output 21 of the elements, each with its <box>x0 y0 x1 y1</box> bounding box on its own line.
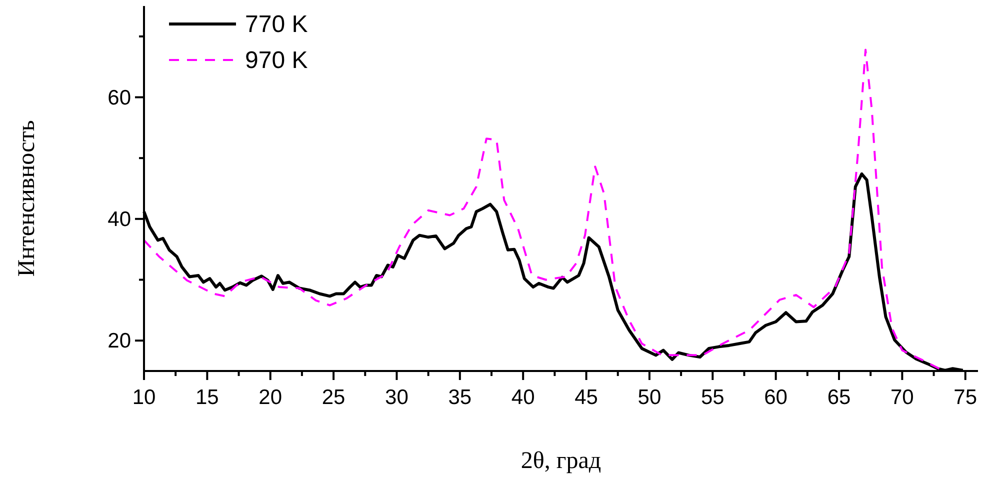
x-tick-label: 35 <box>448 386 472 409</box>
legend-label: 770 K <box>245 11 308 38</box>
x-tick-label: 55 <box>700 386 724 409</box>
y-tick-label: 40 <box>108 208 131 231</box>
x-tick-label: 25 <box>322 386 346 409</box>
x-tick-label: 15 <box>196 386 219 409</box>
x-tick-label: 65 <box>827 386 851 409</box>
x-tick-label: 30 <box>385 386 408 409</box>
x-tick-label: 40 <box>511 386 535 409</box>
x-tick-label: 75 <box>954 386 978 409</box>
legend-label: 970 K <box>245 47 308 74</box>
x-tick-label: 45 <box>574 386 598 409</box>
x-tick-label: 70 <box>890 386 914 409</box>
x-tick-label: 50 <box>638 386 662 409</box>
y-axis-title: Интенсивность <box>14 120 40 277</box>
x-axis-title: 2θ, град <box>520 448 602 474</box>
x-tick-label: 60 <box>764 386 788 409</box>
y-tick-label: 60 <box>108 86 131 110</box>
x-tick-label: 10 <box>132 386 156 409</box>
x-tick-label: 20 <box>258 386 282 409</box>
y-tick-label: 20 <box>108 330 131 353</box>
